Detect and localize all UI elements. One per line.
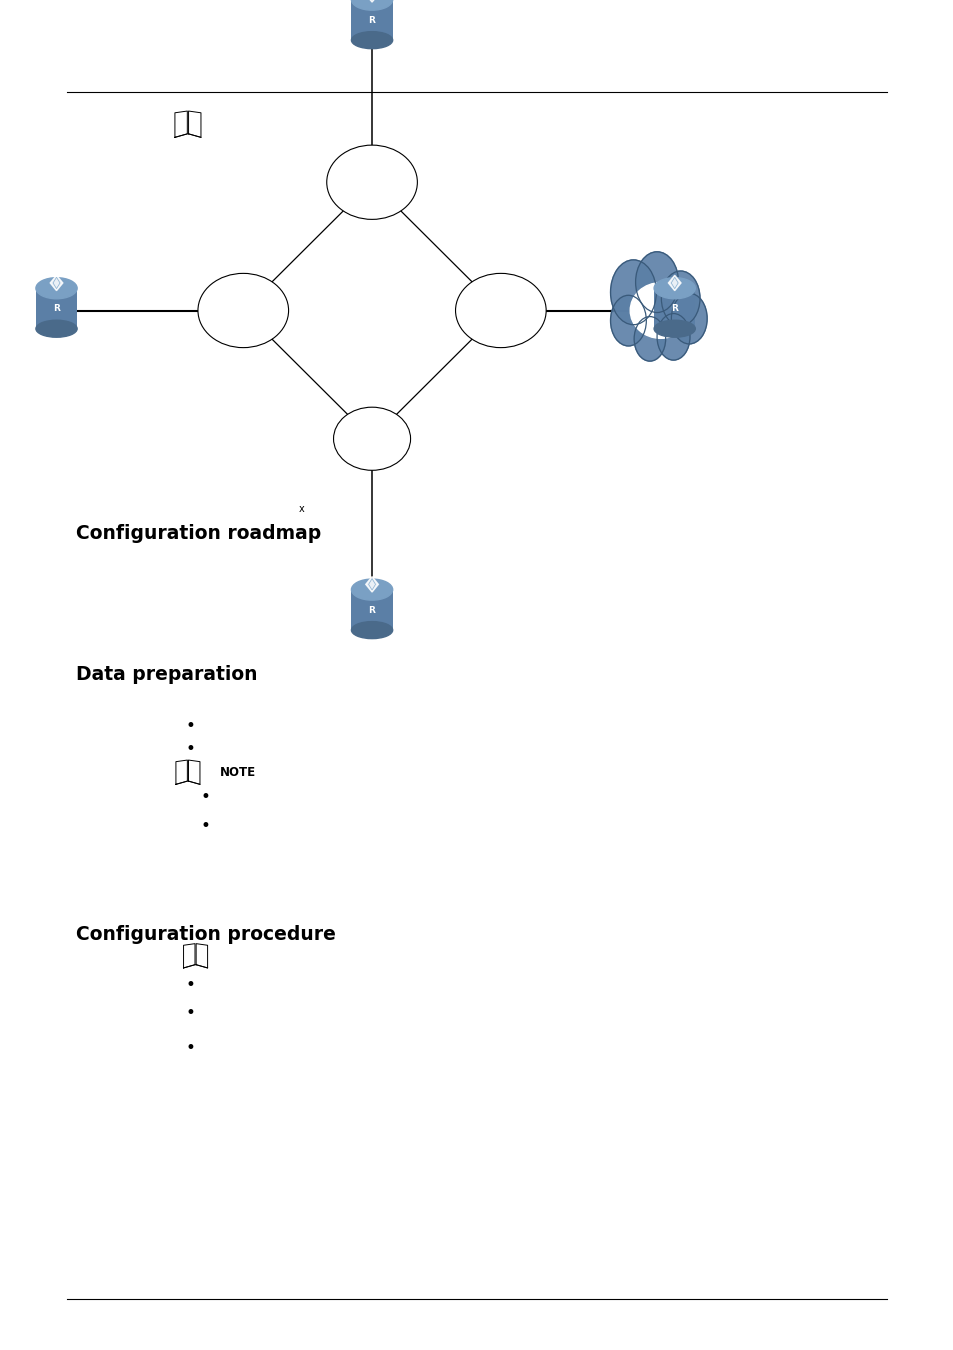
- Bar: [351, 0, 393, 40]
- Text: R: R: [53, 304, 60, 313]
- Circle shape: [660, 271, 700, 325]
- Ellipse shape: [36, 278, 77, 298]
- Circle shape: [671, 293, 706, 344]
- Polygon shape: [365, 0, 378, 3]
- Circle shape: [635, 251, 678, 312]
- Ellipse shape: [351, 31, 393, 49]
- Ellipse shape: [351, 0, 393, 11]
- Ellipse shape: [654, 320, 695, 338]
- Text: Data preparation: Data preparation: [76, 666, 257, 684]
- Text: •: •: [186, 717, 195, 736]
- Bar: [654, 289, 695, 328]
- Circle shape: [634, 317, 665, 362]
- Text: •: •: [186, 1038, 195, 1057]
- Ellipse shape: [36, 320, 77, 338]
- Text: •: •: [186, 976, 195, 995]
- Text: R: R: [671, 304, 678, 313]
- Polygon shape: [189, 760, 200, 784]
- Ellipse shape: [326, 146, 416, 220]
- Polygon shape: [174, 111, 187, 138]
- Text: •: •: [186, 740, 195, 759]
- Text: •: •: [186, 1003, 195, 1022]
- Text: Configuration roadmap: Configuration roadmap: [76, 524, 321, 543]
- Text: R: R: [368, 606, 375, 614]
- Polygon shape: [196, 944, 208, 968]
- Polygon shape: [365, 576, 378, 593]
- Circle shape: [657, 313, 689, 360]
- Polygon shape: [189, 111, 201, 138]
- Circle shape: [610, 296, 646, 346]
- Ellipse shape: [334, 408, 410, 470]
- Polygon shape: [668, 275, 680, 290]
- Ellipse shape: [351, 621, 393, 639]
- Text: R: R: [368, 16, 375, 24]
- Ellipse shape: [455, 273, 545, 348]
- Bar: [36, 289, 77, 328]
- Polygon shape: [175, 760, 187, 784]
- Text: x: x: [298, 505, 304, 514]
- Text: NOTE: NOTE: [219, 765, 255, 779]
- Polygon shape: [51, 275, 63, 290]
- Text: •: •: [200, 817, 210, 836]
- Text: Configuration procedure: Configuration procedure: [76, 925, 335, 944]
- Ellipse shape: [197, 273, 288, 348]
- Bar: [351, 590, 393, 630]
- Circle shape: [610, 259, 656, 325]
- Polygon shape: [183, 944, 194, 968]
- Ellipse shape: [654, 278, 695, 298]
- Ellipse shape: [630, 282, 690, 339]
- Text: •: •: [200, 787, 210, 806]
- Ellipse shape: [351, 579, 393, 601]
